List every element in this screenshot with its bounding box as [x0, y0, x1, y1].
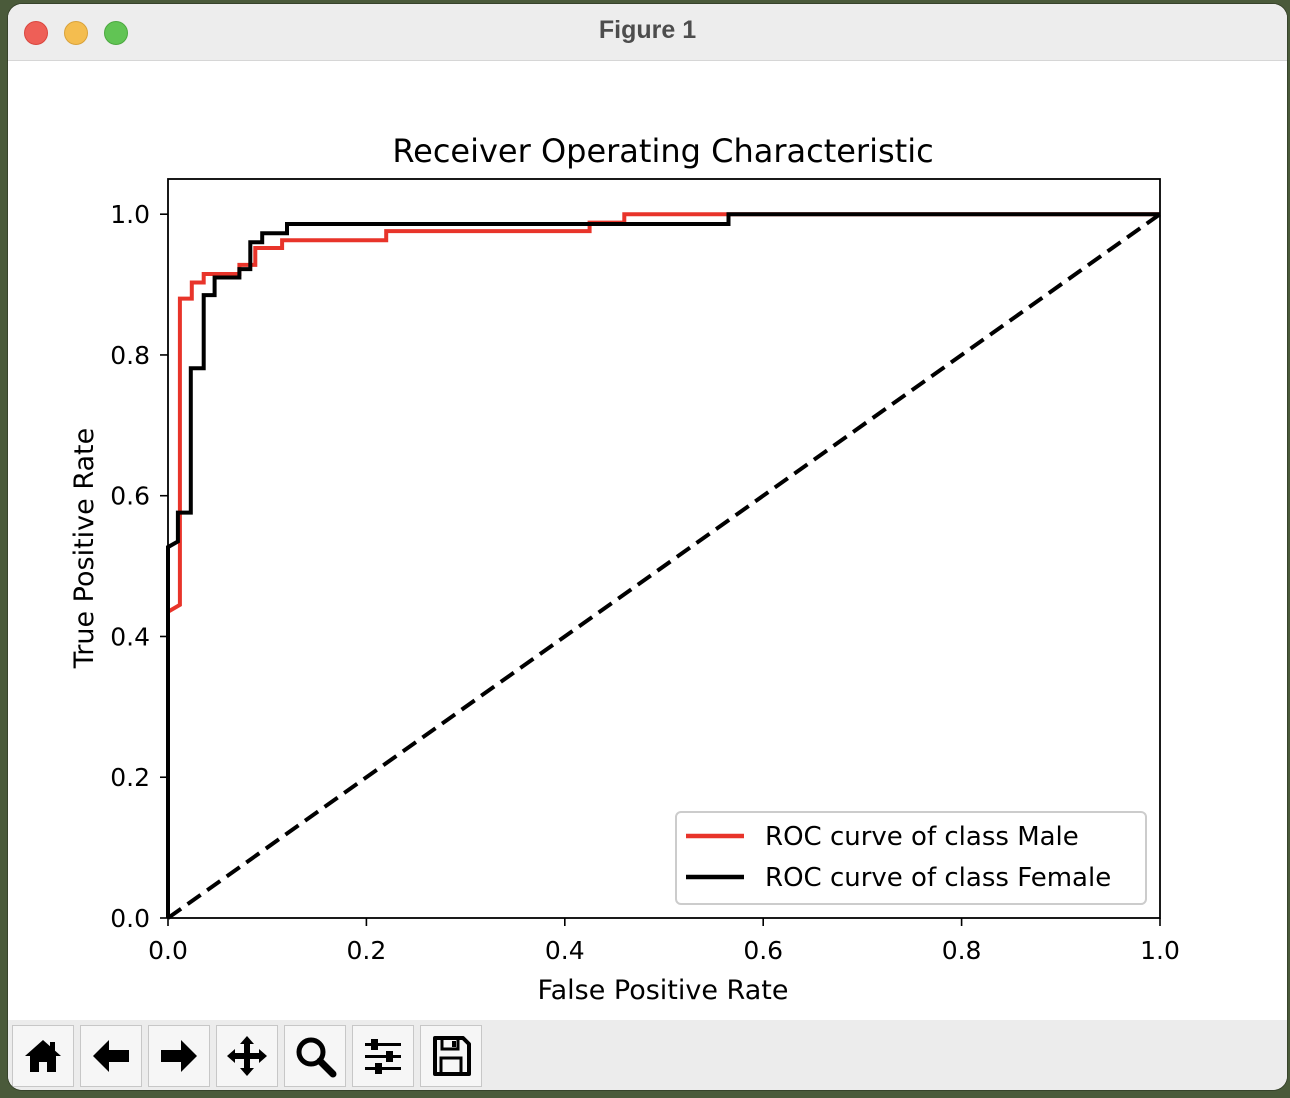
x-axis-label: False Positive Rate: [538, 975, 789, 1006]
y-tick-label: 0.6: [110, 482, 150, 511]
x-tick-label: 0.4: [545, 936, 585, 965]
home-button[interactable]: [12, 1025, 74, 1087]
y-tick-label: 0.2: [110, 763, 150, 792]
home-icon: [25, 1040, 61, 1072]
title-bar[interactable]: Figure 1: [8, 4, 1287, 61]
legend-label: ROC curve of class Female: [765, 863, 1111, 893]
x-tick-label: 0.0: [148, 936, 188, 965]
forward-arrow-icon: [161, 1040, 197, 1072]
y-tick-label: 0.0: [110, 904, 150, 933]
legend-box: [675, 811, 1147, 905]
x-tick-label: 0.6: [743, 936, 783, 965]
y-tick-label: 0.8: [110, 341, 150, 370]
y-tick-label: 0.4: [110, 622, 150, 651]
axes-frame: [167, 178, 1161, 919]
navigation-toolbar: [8, 1020, 1287, 1090]
zoom-icon: [296, 1037, 337, 1078]
legend-label: ROC curve of class Male: [765, 822, 1079, 852]
back-arrow-icon: [93, 1040, 129, 1072]
pan-icon: [227, 1036, 267, 1076]
series-line-2: [166, 212, 1162, 920]
minimize-button[interactable]: [64, 21, 88, 45]
close-button[interactable]: [24, 21, 48, 45]
x-tick-label: 1.0: [1140, 936, 1180, 965]
pan-button[interactable]: [216, 1025, 278, 1087]
plot-area: 0.0 0.2 0.4 0.6 0.8 1.0 0.0 0.2 0.4 0.6 0.8 1.0: [110, 178, 1180, 965]
save-button[interactable]: [420, 1025, 482, 1087]
configure-subplots-button[interactable]: [352, 1025, 414, 1087]
zoom-button[interactable]: [284, 1025, 346, 1087]
y-tick-label: 1.0: [110, 200, 150, 229]
back-button[interactable]: [80, 1025, 142, 1087]
chart-title: Receiver Operating Characteristic: [392, 132, 933, 170]
series-line-1: [166, 212, 1160, 918]
figure-window: Figure 1 Receiver Operating Characterist…: [8, 4, 1287, 1090]
legend: ROC curve of class Male ROC curve of clas…: [675, 811, 1147, 905]
figure-canvas[interactable]: Receiver Operating Characteristic False …: [8, 61, 1287, 1019]
x-tick-label: 0.2: [347, 936, 387, 965]
maximize-button[interactable]: [104, 21, 128, 45]
x-tick-label: 0.8: [942, 936, 982, 965]
configure-subplots-icon: [365, 1039, 401, 1074]
y-axis-label: True Positive Rate: [69, 428, 100, 670]
save-icon: [433, 1036, 471, 1076]
forward-button[interactable]: [148, 1025, 210, 1087]
window-title: Figure 1: [598, 16, 697, 44]
